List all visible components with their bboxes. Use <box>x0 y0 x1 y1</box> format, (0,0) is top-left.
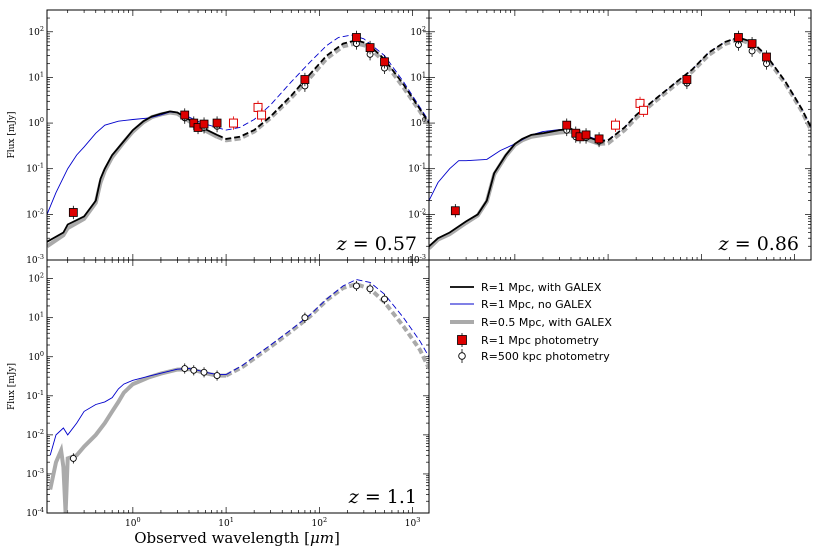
legend-entry-blue: R=1 Mpc, no GALEX <box>450 298 592 311</box>
photometry-points <box>69 280 388 464</box>
legend-entry-red: R=1 Mpc photometry <box>457 333 599 347</box>
point-r1-square <box>682 75 692 84</box>
y-tick-label: 10-2 <box>26 207 44 220</box>
y-tick-label: 102 <box>410 25 426 38</box>
sed-r1-no-galex <box>429 128 600 201</box>
panel-frame <box>46 259 430 514</box>
point-r500-circle <box>366 285 374 293</box>
panel-frame <box>428 9 812 261</box>
point-r1-square <box>747 39 757 49</box>
point-r1-open-square <box>253 102 263 112</box>
point-r500-circle <box>213 372 221 380</box>
sed-curves <box>48 279 429 513</box>
legend-label-blue: R=1 Mpc, no GALEX <box>481 298 592 311</box>
sed-curves <box>429 36 811 250</box>
point-r1-square <box>581 130 591 140</box>
y-tick-label: 10-2 <box>26 428 44 441</box>
point-r1-square <box>562 120 572 130</box>
point-r1-square <box>594 134 604 144</box>
x-tick-label: 101 <box>218 516 234 529</box>
legend-entry-black: R=1 Mpc, with GALEX <box>450 281 602 294</box>
point-r1-square <box>450 206 460 216</box>
point-r1-square <box>212 118 222 128</box>
point-r500-circle <box>200 368 208 376</box>
sed-r05-with-galex-dashed <box>216 41 429 143</box>
sed-curves <box>47 34 429 248</box>
sed-r1-with-galex-dashed <box>216 39 429 140</box>
sed-r1-no-galex-dashed <box>225 279 429 375</box>
point-r500-circle <box>381 295 388 303</box>
y-tick-label: 100 <box>28 350 44 363</box>
legend: R=1 Mpc, with GALEX R=1 Mpc, no GALEX R=… <box>450 281 612 363</box>
y-tick-label: 101 <box>410 70 426 83</box>
y-tick-label: 102 <box>28 25 44 38</box>
y-tick-label: 102 <box>28 272 44 285</box>
point-r1-square <box>180 110 190 120</box>
point-r1-open-square <box>228 118 238 128</box>
y-tick-label: 10-4 <box>26 506 44 519</box>
point-r1-open-square <box>257 110 267 120</box>
point-r1-square <box>300 75 310 84</box>
point-r1-square <box>365 43 375 53</box>
y-tick-label: 10-1 <box>26 162 44 175</box>
panel-z057: 10-3 10-2 10-1 100 101 102 Flux [mJy] z = 0.57 <box>7 9 430 266</box>
y-tick-label: 10-3 <box>408 253 426 266</box>
point-r500-circle <box>352 282 360 290</box>
x-tick-label: 100 <box>125 516 141 529</box>
sed-r05-with-galex <box>429 129 600 250</box>
y-tick-label: 101 <box>28 311 44 324</box>
point-r1-square <box>734 33 743 42</box>
legend-label-black: R=1 Mpc, with GALEX <box>481 281 602 294</box>
redshift-label: z = 0.57 <box>336 233 417 255</box>
point-r500-circle <box>190 366 198 374</box>
y-tick-label: 101 <box>28 70 44 83</box>
legend-entry-gray: R=0.5 Mpc, with GALEX <box>450 316 612 329</box>
legend-label-circle: R=500 kpc photometry <box>481 350 610 363</box>
point-r1-open-square <box>610 120 620 130</box>
redshift-label: z = 1.1 <box>348 486 417 508</box>
legend-marker-open-circle <box>458 352 466 360</box>
y-axis-label: Flux [mJy] <box>7 363 17 410</box>
photometry-points <box>450 30 771 218</box>
y-tick-label: 10-3 <box>26 253 44 266</box>
x-tick-label: 102 <box>312 516 328 529</box>
sed-r05-with-galex <box>48 367 227 513</box>
point-r1-square <box>380 57 389 67</box>
photometry-points <box>68 30 389 220</box>
y-tick-label: 100 <box>28 116 44 129</box>
point-r500-circle <box>301 314 309 322</box>
sed-r05-with-galex <box>47 110 219 248</box>
point-r500-circle <box>69 454 77 462</box>
legend-label-gray: R=0.5 Mpc, with GALEX <box>481 316 612 329</box>
x-axis-label: Observed wavelength [μm] <box>134 529 340 547</box>
panel-z086: 10-3 10-2 10-1 100 101 102 z = 0.86 <box>408 9 812 266</box>
point-r1-square <box>352 33 361 42</box>
legend-label-red: R=1 Mpc photometry <box>481 334 599 347</box>
point-r1-square <box>68 208 78 217</box>
point-r1-open-square <box>639 105 649 115</box>
point-r1-square <box>199 119 209 129</box>
sed-r1-with-galex <box>47 110 218 243</box>
y-tick-label: 10-2 <box>408 207 426 220</box>
y-tick-label: 10-1 <box>26 389 44 402</box>
legend-entry-circle: R=500 kpc photometry <box>458 349 610 363</box>
legend-marker-red-square <box>457 335 467 345</box>
axis-ticks <box>47 259 429 514</box>
point-r500-circle <box>181 365 189 372</box>
panel-z11: 10-4 10-3 10-2 10-1 100 101 102 100 101 102 103 Flu… <box>7 259 430 529</box>
y-tick-label: 10-3 <box>26 467 44 480</box>
y-tick-label: 10-1 <box>408 162 426 175</box>
y-axis-label: Flux [mJy] <box>7 111 17 158</box>
y-tick-label: 100 <box>410 116 426 129</box>
point-r1-square <box>762 52 771 62</box>
redshift-label: z = 0.86 <box>718 233 799 255</box>
sed-r05-with-galex-dashed <box>225 282 429 378</box>
x-tick-label: 103 <box>405 516 421 529</box>
sed-r1-no-galex-dashed <box>216 34 429 131</box>
